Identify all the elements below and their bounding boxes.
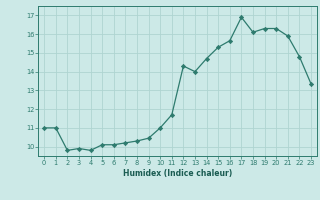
X-axis label: Humidex (Indice chaleur): Humidex (Indice chaleur) (123, 169, 232, 178)
